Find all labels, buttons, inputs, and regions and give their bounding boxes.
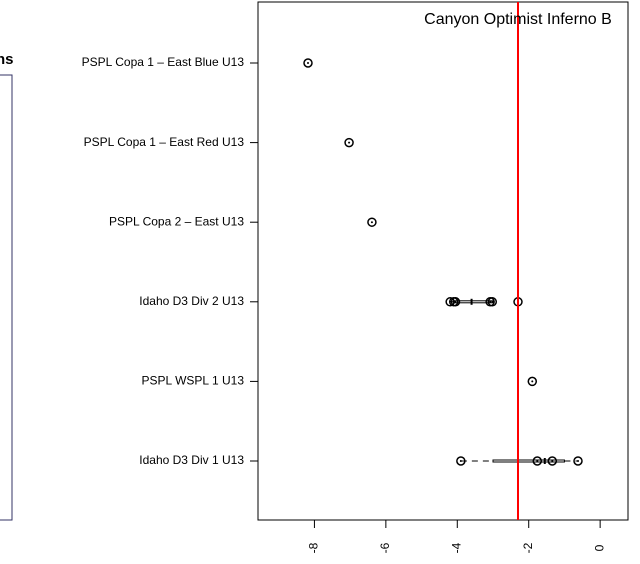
y-tick-label: PSPL Copa 1 – East Red U13 xyxy=(84,135,245,149)
point-center xyxy=(307,62,309,64)
x-tick-label: -2 xyxy=(521,542,535,553)
point xyxy=(487,297,498,307)
plot-frame xyxy=(257,1,629,521)
point xyxy=(527,376,538,387)
point-center xyxy=(491,300,494,303)
reference-label: Canyon Optimist Inferno B xyxy=(424,11,612,28)
side-label: ns xyxy=(0,51,14,68)
x-tick-label: 0 xyxy=(592,544,606,551)
box xyxy=(492,459,565,463)
point xyxy=(367,217,377,227)
y-tick-label: PSPL Copa 2 – East U13 xyxy=(109,214,244,228)
point xyxy=(573,456,583,466)
point xyxy=(344,137,354,148)
point-center xyxy=(348,141,351,144)
side-panel xyxy=(0,74,13,521)
point-center xyxy=(531,380,534,383)
point-center xyxy=(452,300,455,303)
point-center xyxy=(551,460,554,462)
point xyxy=(456,456,466,466)
point-center xyxy=(459,460,462,462)
point xyxy=(303,58,313,68)
point xyxy=(547,456,558,466)
point-center xyxy=(454,300,457,303)
y-tick-label: PSPL Copa 1 – East Blue U13 xyxy=(82,55,245,69)
plot-area: Canyon Optimist Inferno B xyxy=(303,2,612,520)
x-tick-label: -4 xyxy=(449,542,463,553)
x-tick-label: -6 xyxy=(378,542,392,553)
y-tick-label: PSPL WSPL 1 U13 xyxy=(142,374,245,388)
point-center xyxy=(536,460,539,462)
point-center xyxy=(577,460,579,462)
x-tick-label: -8 xyxy=(307,542,321,553)
point-center xyxy=(489,300,492,303)
y-tick-label: Idaho D3 Div 2 U13 xyxy=(139,294,244,308)
point xyxy=(532,456,543,466)
y-tick-label: Idaho D3 Div 1 U13 xyxy=(139,453,244,467)
point xyxy=(450,297,461,307)
point-center xyxy=(370,221,373,224)
